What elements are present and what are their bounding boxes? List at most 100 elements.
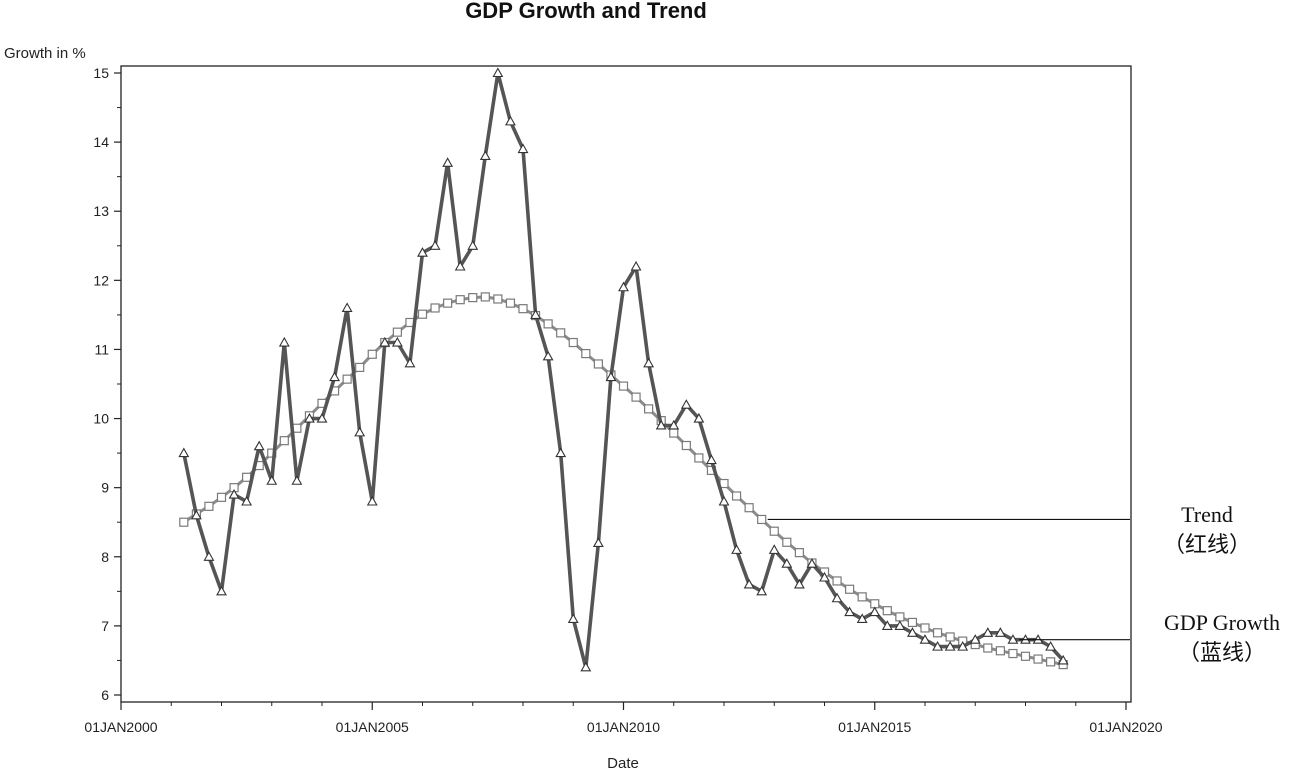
- trend-point: [757, 514, 767, 525]
- gdp-growth-point: [530, 309, 542, 319]
- trend-point: [468, 293, 478, 303]
- trend-point: [1008, 648, 1018, 659]
- gdp-growth-point: [454, 260, 466, 271]
- trend-point: [443, 298, 453, 308]
- gdp-growth-point: [705, 454, 717, 465]
- gdp-growth-point: [881, 620, 893, 630]
- y-tick-label: 8: [101, 549, 109, 565]
- y-tick-label: 9: [101, 480, 109, 496]
- gdp-growth-point: [1007, 634, 1019, 644]
- y-axis-ticks: 6 7 8 9 10 11 12 13 14 15: [93, 65, 121, 703]
- gdp-growth-point: [693, 412, 705, 423]
- gdp-growth-point: [1045, 641, 1057, 651]
- gdp-growth-annotation-label: （蓝线）: [1178, 640, 1266, 665]
- trend-point: [832, 576, 842, 586]
- gdp-growth-point: [442, 157, 454, 167]
- trend-point: [593, 359, 603, 369]
- trend-annotation-label: Trend: [1181, 502, 1233, 527]
- trend-point: [216, 492, 227, 502]
- gdp-growth-point: [1057, 654, 1069, 665]
- trend-point: [1020, 651, 1031, 661]
- trend-point: [920, 623, 930, 633]
- trend-point: [694, 453, 704, 463]
- x-axis-label: Date: [607, 755, 639, 770]
- gdp-growth-point: [655, 419, 667, 430]
- gdp-growth-point: [429, 240, 441, 250]
- gdp-growth-point: [253, 440, 265, 451]
- trend-point: [744, 503, 754, 513]
- trend-point: [857, 592, 867, 602]
- gdp-growth-point: [555, 447, 567, 458]
- gdp-growth-point: [831, 592, 843, 603]
- annotation-layer: Trend （红线） GDP Growth （蓝线）: [767, 502, 1280, 665]
- trend-point: [493, 294, 503, 304]
- gdp-growth-point: [178, 447, 190, 458]
- trend-point: [731, 491, 742, 501]
- gdp-growth-point: [266, 475, 278, 485]
- trend-point: [895, 612, 905, 622]
- gdp-growth-point: [316, 412, 328, 423]
- trend-point: [669, 428, 679, 438]
- trend-point: [1046, 657, 1056, 667]
- gdp-growth-point: [228, 488, 240, 499]
- gdp-growth-point: [303, 412, 315, 423]
- y-tick-label: 15: [93, 65, 109, 81]
- gdp-growth-point: [504, 115, 516, 126]
- trend-point: [430, 303, 440, 313]
- trend-point: [342, 374, 352, 384]
- trend-point: [367, 349, 377, 359]
- gdp-growth-annotation-label: GDP Growth: [1164, 610, 1280, 635]
- gdp-growth-point: [417, 247, 428, 257]
- gdp-growth-point: [944, 641, 956, 651]
- trend-point: [681, 440, 691, 451]
- trend-point: [392, 327, 402, 337]
- gdp-growth-point: [190, 509, 202, 520]
- trend-point: [581, 348, 591, 359]
- gdp-growth-point: [819, 571, 830, 582]
- gdp-growth-point: [329, 371, 341, 382]
- y-tick-label: 13: [93, 203, 109, 219]
- gdp-growth-point: [517, 143, 529, 154]
- gdp-growth-line: [182, 71, 1065, 670]
- gdp-growth-point: [580, 661, 592, 672]
- gdp-growth-point: [668, 419, 680, 430]
- x-axis-ticks: 01JAN2000 01JAN2005 01JAN2010 01JAN2015 01JA…: [84, 702, 1163, 735]
- trend-point: [644, 404, 654, 414]
- trend-point: [518, 304, 528, 314]
- trend-point: [882, 606, 892, 616]
- trend-series: [179, 292, 1068, 670]
- y-tick-label: 12: [93, 272, 109, 288]
- gdp-growth-point: [630, 260, 642, 271]
- y-tick-label: 10: [93, 411, 109, 427]
- gdp-growth-point: [756, 585, 768, 596]
- gdp-growth-point: [768, 544, 780, 554]
- gdp-growth-point: [203, 551, 215, 561]
- trend-point: [543, 319, 553, 329]
- gdp-growth-point: [618, 281, 629, 292]
- y-tick-label: 6: [101, 687, 109, 703]
- gdp-growth-point: [592, 537, 604, 548]
- trend-point: [907, 617, 918, 628]
- gdp-growth-point: [718, 495, 730, 506]
- gdp-growth-point: [216, 585, 227, 596]
- trend-point: [242, 472, 252, 482]
- trend-point: [480, 292, 490, 302]
- trend-point: [983, 643, 993, 653]
- trend-point: [455, 295, 465, 305]
- trend-point: [932, 628, 943, 638]
- trend-point: [945, 632, 955, 642]
- gdp-growth-point: [844, 606, 856, 617]
- trend-point: [279, 436, 289, 446]
- trend-point: [556, 328, 566, 338]
- x-tick-label: 01JAN2005: [336, 719, 409, 735]
- gdp-growth-point: [467, 240, 479, 250]
- y-tick-label: 11: [94, 341, 109, 357]
- trend-line: [182, 295, 1064, 667]
- x-tick-label: 01JAN2010: [587, 719, 660, 735]
- gdp-growth-point: [278, 336, 290, 347]
- gdp-growth-point: [869, 606, 881, 617]
- gdp-growth-point: [806, 558, 818, 568]
- trend-point: [179, 517, 189, 527]
- trend-point: [782, 537, 792, 547]
